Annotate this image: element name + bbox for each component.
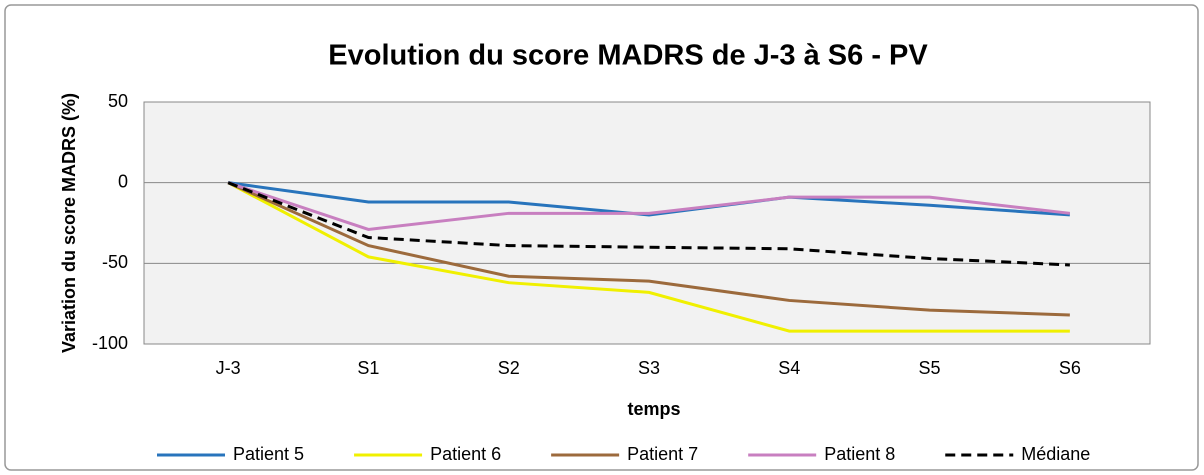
series-line	[227, 181, 1070, 317]
x-tick-label: J-3	[216, 358, 241, 378]
legend-label: Patient 7	[627, 444, 698, 464]
legend-label: Patient 6	[430, 444, 501, 464]
x-tick-label: S1	[357, 358, 379, 378]
x-tick-label: S5	[919, 358, 941, 378]
series-line	[227, 181, 1071, 231]
x-tick-label: S4	[778, 358, 800, 378]
legend-label: Médiane	[1021, 444, 1090, 464]
y-tick-label: 50	[108, 91, 128, 111]
x-tick-label: S2	[498, 358, 520, 378]
y-axis-label: Variation du score MADRS (%)	[59, 93, 79, 353]
legend-label: Patient 5	[233, 444, 304, 464]
chart-title: Evolution du score MADRS de J-3 à S6 - P…	[328, 40, 928, 72]
series-line	[227, 181, 1070, 333]
plot-area	[143, 101, 1151, 345]
series-line	[227, 181, 1070, 267]
y-tick-label: 0	[118, 171, 128, 191]
y-tick-label: -50	[102, 252, 128, 272]
legend-label: Patient 8	[824, 444, 895, 464]
x-tick-label: S6	[1059, 358, 1081, 378]
series-line	[227, 181, 1070, 217]
x-tick-label: S3	[638, 358, 660, 378]
x-axis-label: temps	[627, 399, 680, 419]
y-tick-label: -100	[92, 333, 128, 353]
